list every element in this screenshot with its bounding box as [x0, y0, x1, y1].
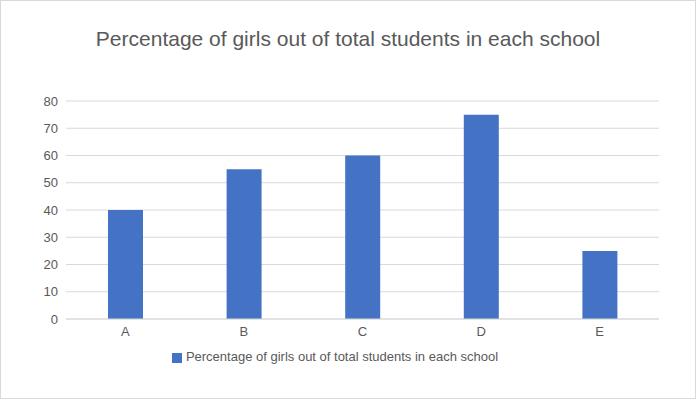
- svg-text:0: 0: [51, 312, 58, 327]
- html-text:Percentage of girls out of tot: Percentage of girls out of total student…: [185, 349, 499, 364]
- svg-text:10: 10: [44, 284, 58, 299]
- svg-text:20: 20: [44, 257, 58, 272]
- svg-text:E: E: [595, 324, 604, 339]
- html-text:Percentage of girls out of tot: Percentage of girls out of total student…: [95, 27, 601, 50]
- svg-text:40: 40: [44, 203, 58, 218]
- svg-text:30: 30: [44, 230, 58, 245]
- svg-text:D: D: [476, 324, 485, 339]
- svg-text:60: 60: [44, 148, 58, 163]
- svg-text:70: 70: [44, 121, 58, 136]
- svg-text:80: 80: [44, 94, 58, 109]
- svg-text:50: 50: [44, 175, 58, 190]
- svg-text:B: B: [240, 324, 249, 339]
- svg-text:C: C: [358, 324, 367, 339]
- svg-text:A: A: [121, 324, 130, 339]
